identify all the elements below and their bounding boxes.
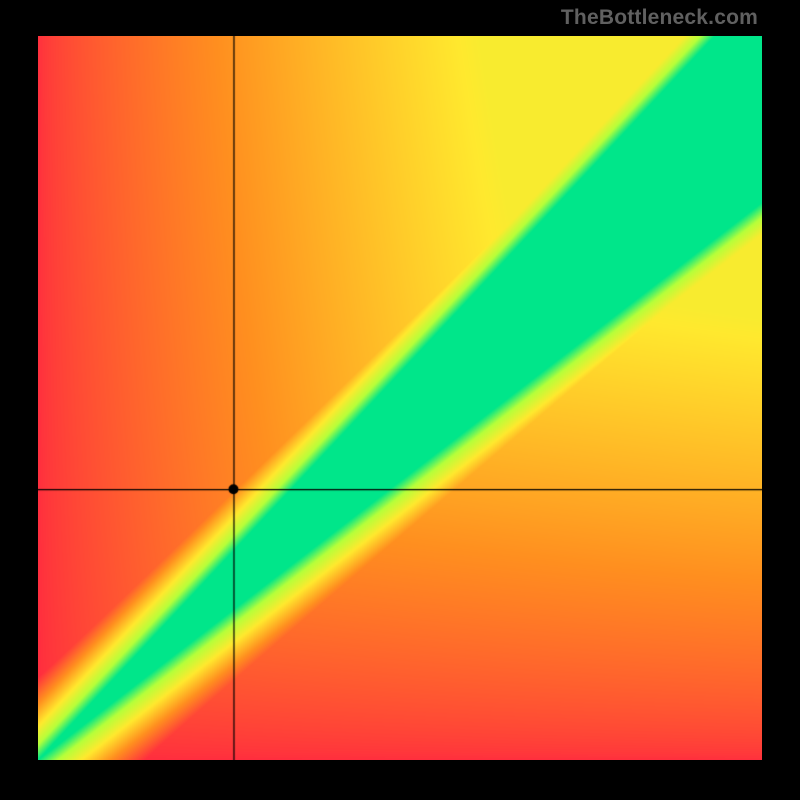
heatmap-canvas (38, 36, 762, 760)
watermark-text: TheBottleneck.com (561, 6, 758, 30)
heatmap-plot (38, 36, 762, 760)
